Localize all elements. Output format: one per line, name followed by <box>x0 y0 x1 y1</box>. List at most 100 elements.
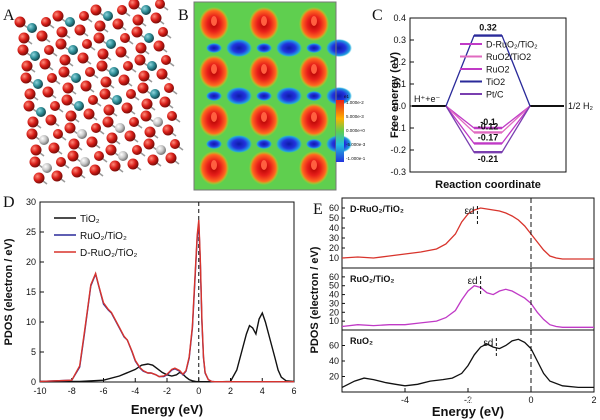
y-tick-label: 40 <box>329 290 339 300</box>
y-tick-label: 15 <box>26 287 36 297</box>
oxygen-atom <box>105 144 117 156</box>
oxygen-atom <box>106 132 118 144</box>
density-core <box>261 112 267 122</box>
oxygen-atom <box>14 16 26 28</box>
oxygen-atom <box>120 33 130 43</box>
oxygen-atom <box>86 136 98 148</box>
y-tick-label: 50 <box>329 213 339 223</box>
oxygen-atom <box>140 110 152 122</box>
oxygen-atom <box>127 158 139 170</box>
oxygen-atom <box>143 138 155 150</box>
y-tick-label: 0 <box>31 377 36 387</box>
y-tick-label: 50 <box>329 281 339 291</box>
titanium-atom <box>39 135 49 145</box>
titanium-atom <box>153 117 163 127</box>
density-hotspot-blue <box>276 87 302 105</box>
oxygen-atom <box>158 27 168 37</box>
density-core <box>311 160 317 170</box>
oxygen-atom <box>144 126 156 138</box>
oxygen-atom <box>44 45 54 55</box>
x-tick-label: -2 <box>163 386 171 396</box>
density-hotspot-blue <box>206 43 222 53</box>
final-state-label: 1/2 H₂ <box>568 101 594 111</box>
oxygen-atom <box>124 130 136 142</box>
oxygen-atom <box>112 18 124 30</box>
colorbar-tick: -5.000e-3 <box>346 142 366 147</box>
panel-a-crystal-structure <box>14 0 184 185</box>
oxygen-atom <box>128 0 140 10</box>
ruthenium-atom <box>141 5 151 15</box>
x-tick-label: -4 <box>401 395 409 405</box>
y-axis-title: PDOS (electron / eV) <box>309 246 321 353</box>
pdos-series-line <box>341 284 594 328</box>
legend-label: TiO₂ <box>80 214 100 225</box>
oxygen-atom <box>41 17 51 27</box>
ruthenium-atom <box>106 39 116 49</box>
density-hotspot-blue <box>226 135 252 153</box>
oxygen-atom <box>103 104 115 116</box>
x-tick-label: -6 <box>99 386 107 396</box>
density-core <box>211 64 217 74</box>
panel-b-charge-density-map <box>193 1 352 191</box>
subplot-title: RuO₂ <box>350 336 373 346</box>
subplot-title: RuO₂/TiO₂ <box>350 274 394 284</box>
d-band-center-label: εd <box>483 338 493 349</box>
subplot-frame <box>341 329 595 393</box>
oxygen-atom <box>27 116 39 128</box>
axes-frame <box>39 201 295 383</box>
oxygen-atom <box>102 116 114 128</box>
ruthenium-atom <box>65 17 75 27</box>
y-tick-label: 40 <box>329 223 339 233</box>
panel-d-pdos: -10 -8 -6 -4 -2 0 2 4 6 0 5 10 15 20 25 30 TiO₂ RuO₂/TiO₂… <box>3 197 297 417</box>
density-hotspot-blue <box>226 87 252 105</box>
density-hotspot-blue <box>326 39 352 57</box>
oxygen-atom <box>109 160 121 172</box>
oxygen-atom <box>147 154 159 166</box>
y-tick-label: 30 <box>329 298 339 308</box>
ruthenium-atom <box>33 79 43 89</box>
titanium-atom <box>118 151 128 161</box>
y-axis-title: PDOS (electron / eV) <box>3 238 15 345</box>
density-hotspot-blue <box>256 139 272 149</box>
oxygen-atom <box>164 83 174 93</box>
oxygen-atom <box>94 151 104 161</box>
oxygen-atom <box>55 38 67 50</box>
ruthenium-atom <box>112 95 122 105</box>
oxygen-atom <box>29 156 41 168</box>
x-tick-label: 2 <box>591 395 596 405</box>
y-tick-label: 30 <box>26 197 36 207</box>
ruthenium-atom <box>27 23 37 33</box>
density-hotspot-blue <box>206 139 222 149</box>
panel-label-b: B <box>178 7 189 24</box>
oxygen-atom <box>156 68 168 80</box>
colorbar-tick: 0.000e+0 <box>346 128 365 133</box>
oxygen-atom <box>47 73 57 83</box>
titanium-atom <box>80 157 90 167</box>
oxygen-atom <box>62 82 74 94</box>
x-tick-label: 2 <box>228 386 233 396</box>
colorbar: e1 1.000e-2 5.000e-3 0.000e+0 -5.000e-3 … <box>336 94 366 162</box>
oxygen-atom <box>64 122 76 134</box>
y-tick-label: 0.0 <box>393 101 406 111</box>
y-tick-label: 0.2 <box>393 57 406 67</box>
oxygen-atom <box>94 20 106 32</box>
density-core <box>211 160 217 170</box>
oxygen-atom <box>165 152 177 164</box>
oxygen-atom <box>77 52 89 64</box>
oxygen-atom <box>42 86 54 98</box>
y-tick-label: 30 <box>329 233 339 243</box>
oxygen-atom <box>33 172 45 184</box>
y-tick-label: -0.1 <box>390 123 406 133</box>
value-label: -0.21 <box>478 154 499 164</box>
oxygen-atom <box>131 26 143 38</box>
map-frame <box>193 1 337 191</box>
density-hotspot-blue <box>206 91 222 101</box>
panel-c-free-energy-diagram: 0.4 0.3 0.2 0.1 0.0 -0.1 -0.2 -0.3 H⁺+e⁻ 1/2 H₂ 0.… <box>389 13 594 191</box>
y-tick-label: 60 <box>329 272 339 282</box>
oxygen-atom <box>90 4 102 16</box>
oxygen-atom <box>58 66 70 78</box>
legend-label: D-RuO₂/TiO₂ <box>80 248 138 259</box>
x-tick-label: -8 <box>68 386 76 396</box>
ruthenium-atom <box>30 51 40 61</box>
oxygen-atom <box>53 129 63 139</box>
